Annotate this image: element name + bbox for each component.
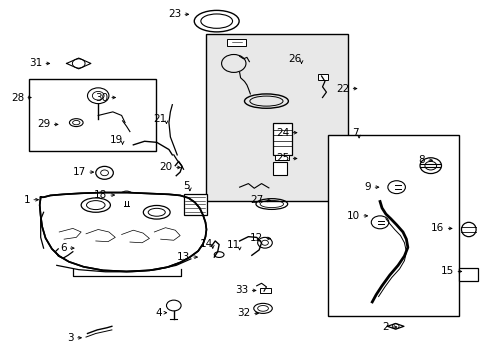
Bar: [274, 155, 289, 160]
Text: 27: 27: [249, 195, 263, 206]
Polygon shape: [40, 193, 206, 271]
Text: 30: 30: [95, 93, 108, 103]
Text: 10: 10: [346, 211, 359, 221]
Text: 12: 12: [249, 233, 263, 243]
Bar: [458, 268, 477, 282]
Text: 16: 16: [430, 224, 444, 233]
Bar: [206, 34, 347, 201]
Text: 25: 25: [276, 153, 289, 163]
Text: 11: 11: [226, 240, 239, 250]
Bar: [272, 162, 287, 175]
Text: 22: 22: [335, 84, 348, 94]
Text: 18: 18: [94, 190, 107, 200]
Text: 3: 3: [67, 333, 74, 343]
Bar: [260, 288, 270, 293]
Bar: [29, 79, 156, 150]
Text: 17: 17: [73, 167, 86, 177]
Text: 32: 32: [237, 309, 250, 318]
Bar: [272, 123, 292, 155]
Text: 15: 15: [440, 266, 453, 276]
Text: 28: 28: [11, 93, 24, 103]
Text: 2: 2: [382, 322, 388, 332]
Text: 29: 29: [37, 120, 50, 129]
Bar: [328, 135, 458, 316]
Text: 7: 7: [352, 129, 358, 138]
Text: 21: 21: [153, 114, 166, 124]
Text: 33: 33: [235, 285, 248, 296]
Text: 4: 4: [155, 308, 161, 318]
Text: 20: 20: [160, 162, 172, 172]
Text: 19: 19: [109, 135, 122, 145]
Text: 14: 14: [199, 239, 212, 249]
Text: 26: 26: [288, 54, 301, 64]
Text: 31: 31: [29, 58, 42, 68]
Bar: [317, 74, 328, 80]
Text: 6: 6: [60, 243, 66, 253]
Text: 9: 9: [364, 182, 370, 192]
Text: 1: 1: [23, 195, 30, 205]
Text: 13: 13: [176, 252, 189, 262]
Text: 8: 8: [417, 155, 424, 165]
Text: 24: 24: [276, 128, 289, 138]
Bar: [183, 194, 206, 215]
Text: 5: 5: [183, 181, 189, 192]
Text: 23: 23: [167, 9, 181, 19]
Bar: [227, 40, 245, 46]
